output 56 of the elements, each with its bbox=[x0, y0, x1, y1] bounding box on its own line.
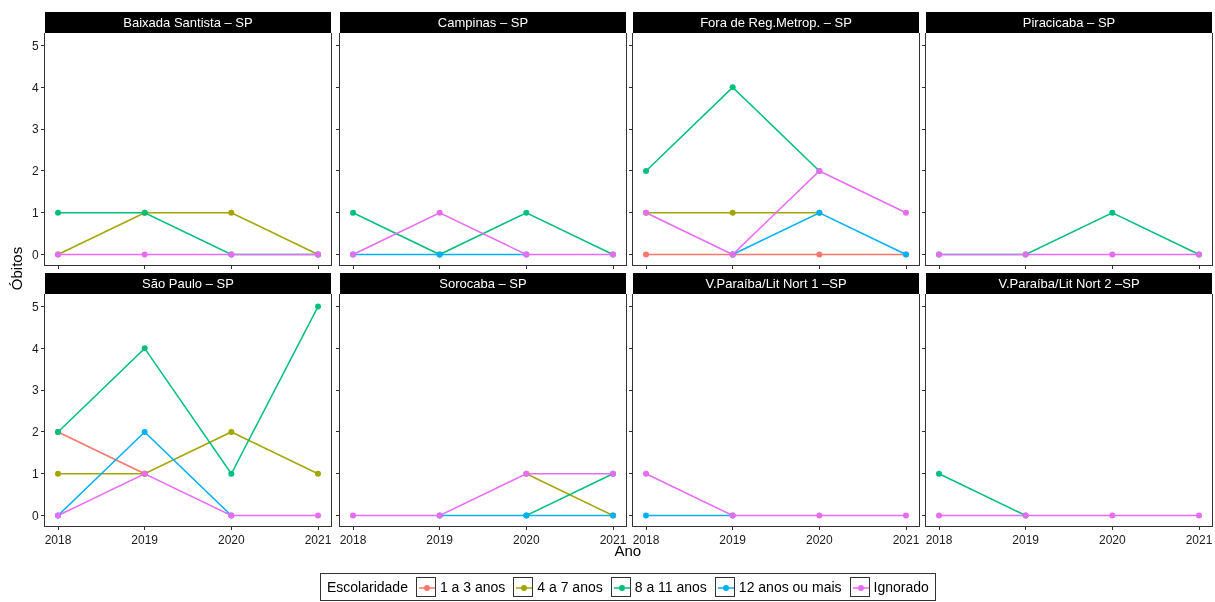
x-tick-label: 2020 bbox=[217, 533, 245, 548]
point bbox=[141, 345, 148, 352]
legend-label: 1 a 3 anos bbox=[439, 579, 506, 595]
x-tick-label: 2019 bbox=[426, 533, 454, 548]
point bbox=[643, 167, 649, 174]
x-tick-label: 2018 bbox=[339, 533, 367, 548]
point bbox=[315, 303, 321, 310]
y-tick-label: 5 bbox=[31, 299, 39, 314]
point bbox=[315, 512, 321, 519]
chart-title: Baixada Santista – SP bbox=[45, 12, 331, 33]
point bbox=[141, 428, 148, 435]
legend-label: 12 anos ou mais bbox=[738, 579, 842, 595]
legend-title: Escolaridade bbox=[327, 579, 408, 595]
x-tick-label: 2021 bbox=[892, 533, 920, 548]
point bbox=[729, 84, 736, 91]
chart-title: Campinas – SP bbox=[340, 12, 626, 33]
x-tick-label: 2019 bbox=[1012, 533, 1040, 548]
y-tick-label: 5 bbox=[31, 38, 39, 53]
point bbox=[729, 209, 736, 216]
x-tick-label: 2020 bbox=[512, 533, 540, 548]
point bbox=[315, 470, 321, 477]
x-tick-label: 2018 bbox=[632, 533, 660, 548]
x-tick-label: 2021 bbox=[304, 533, 332, 548]
point bbox=[228, 470, 235, 477]
chart-title: V.Paraíba/Lit Nort 1 –SP bbox=[633, 273, 919, 294]
legend-label: 4 a 7 anos bbox=[537, 579, 603, 595]
x-tick-label: 2018 bbox=[925, 533, 953, 548]
y-tick-label: 4 bbox=[31, 341, 39, 356]
point bbox=[55, 470, 61, 477]
point bbox=[228, 428, 235, 435]
x-tick-label: 2020 bbox=[805, 533, 833, 548]
y-tick-label: 3 bbox=[31, 383, 39, 398]
x-tick-label: 2019 bbox=[719, 533, 747, 548]
chart-title: Fora de Reg.Metrop. – SP bbox=[633, 12, 919, 33]
y-tick-label: 1 bbox=[31, 466, 39, 481]
y-tick-label: 0 bbox=[31, 508, 39, 523]
x-tick-label: 2020 bbox=[1098, 533, 1126, 548]
chart-title: Sorocaba – SP bbox=[340, 273, 626, 294]
y-tick-label: 2 bbox=[31, 425, 39, 440]
x-tick-label: 2018 bbox=[44, 533, 72, 548]
x-tick-label: 2021 bbox=[1185, 533, 1213, 548]
y-tick-label: 1 bbox=[31, 205, 39, 220]
y-tick-label: 4 bbox=[31, 80, 39, 95]
y-tick-label: 2 bbox=[31, 164, 39, 179]
y-axis-title: Óbitos bbox=[7, 246, 25, 290]
point bbox=[903, 209, 909, 216]
chart-title: V.Paraíba/Lit Nort 2 –SP bbox=[926, 273, 1212, 294]
legend-label: Ignorado bbox=[873, 579, 929, 595]
point bbox=[816, 251, 823, 258]
chart-title: Piracicaba – SP bbox=[926, 12, 1212, 33]
y-tick-label: 3 bbox=[31, 122, 39, 137]
point bbox=[643, 251, 649, 258]
chart-title: São Paulo – SP bbox=[45, 273, 331, 294]
y-tick-label: 0 bbox=[31, 247, 39, 262]
legend-label: 8 a 11 anos bbox=[634, 579, 707, 595]
x-tick-label: 2019 bbox=[131, 533, 159, 548]
